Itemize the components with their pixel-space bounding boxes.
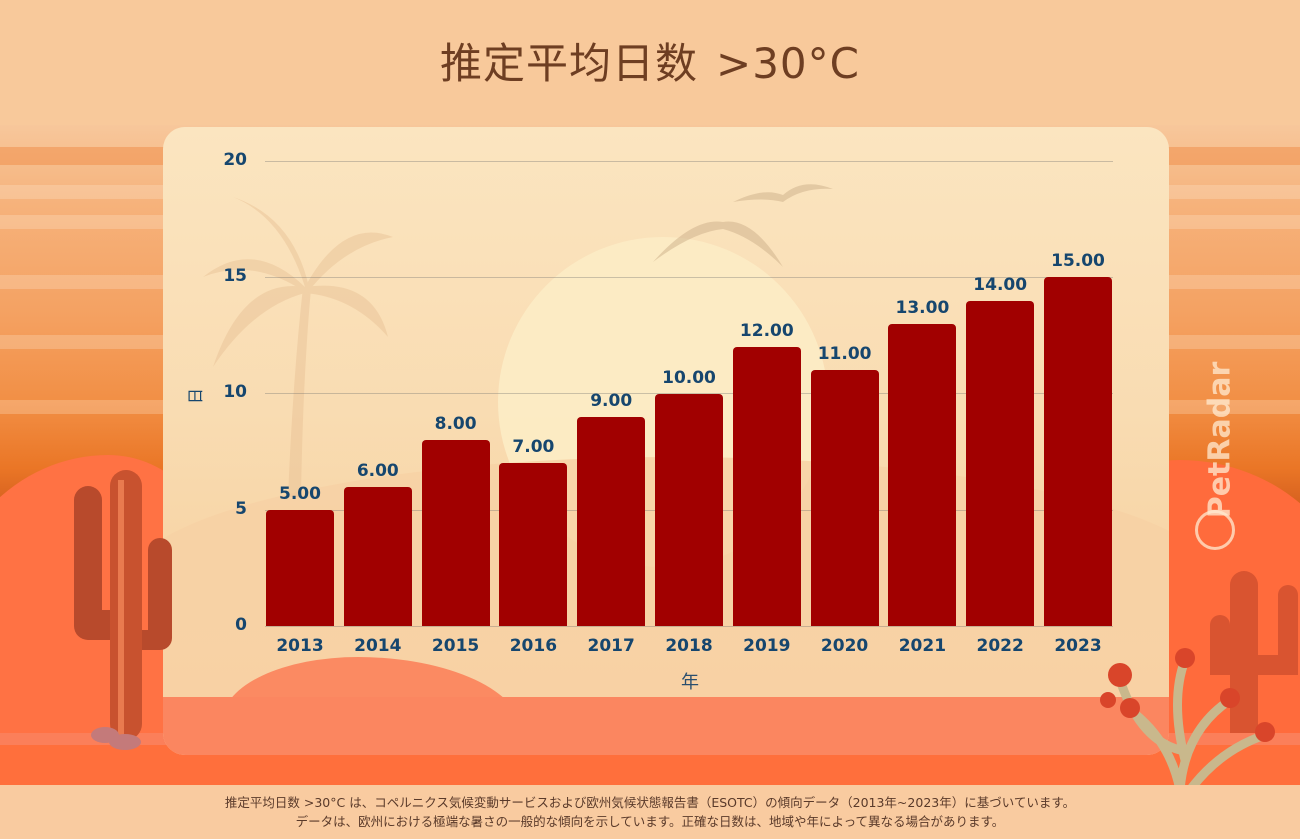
birds-icon: [653, 184, 833, 267]
footnote-line-2: データは、欧州における極端な暑さの一般的な傾向を示しています。正確な日数は、地域…: [295, 814, 1005, 829]
watermark-label: PetRadar: [1202, 361, 1238, 519]
background-cactus-icon: [1210, 571, 1298, 765]
petradar-logo-icon: [1195, 510, 1235, 550]
chart-title-suffix: >30°C: [716, 39, 860, 88]
joshua-tree-icon: [1100, 648, 1275, 790]
cactus-icon: [74, 470, 172, 750]
chart-title-main: 推定平均日数: [440, 39, 699, 88]
ground: [163, 697, 1169, 755]
footnote: 推定平均日数 >30°C は、コペルニクス気候変動サービスおよび欧州気候状態報告…: [0, 785, 1300, 839]
chart-panel: [163, 127, 1169, 755]
palm-tree-icon: [203, 197, 393, 497]
footnote-line-1: 推定平均日数 >30°C は、コペルニクス気候変動サービスおよび欧州気候状態報告…: [224, 795, 1076, 810]
chart-title: 推定平均日数 >30°C: [0, 30, 1300, 91]
